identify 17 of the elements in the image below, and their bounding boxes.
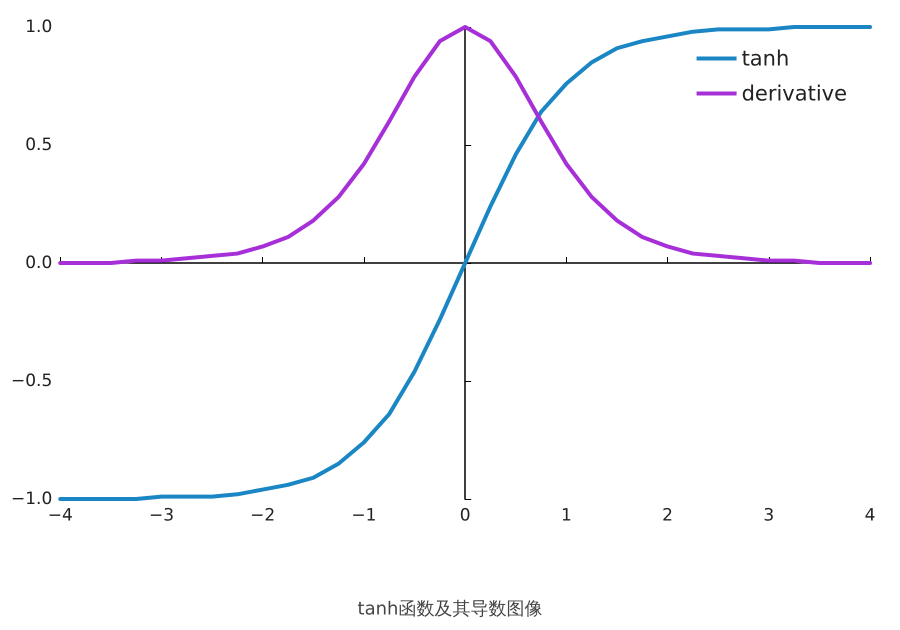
y-tick-label: 0.0 bbox=[25, 253, 52, 273]
line-series bbox=[58, 25, 872, 265]
y-tick-label: −0.5 bbox=[11, 371, 52, 391]
legend-label: derivative bbox=[742, 82, 848, 106]
x-tick-label: 1 bbox=[560, 506, 572, 526]
x-tick-label: −1 bbox=[351, 506, 376, 526]
x-tick-label: −3 bbox=[148, 506, 174, 526]
x-tick-label: 3 bbox=[763, 506, 774, 526]
y-tick-label: 0.5 bbox=[25, 135, 52, 155]
line-series bbox=[58, 25, 872, 501]
y-tick-label: 1.0 bbox=[25, 17, 52, 37]
legend-label: tanh bbox=[742, 46, 790, 70]
text: tanh函数及其导数图像 bbox=[358, 598, 542, 620]
x-tick-label: −2 bbox=[250, 506, 276, 526]
x-tick-label: 4 bbox=[864, 506, 876, 526]
x-tick-label: 0 bbox=[460, 506, 471, 526]
x-tick-label: 2 bbox=[662, 506, 673, 526]
